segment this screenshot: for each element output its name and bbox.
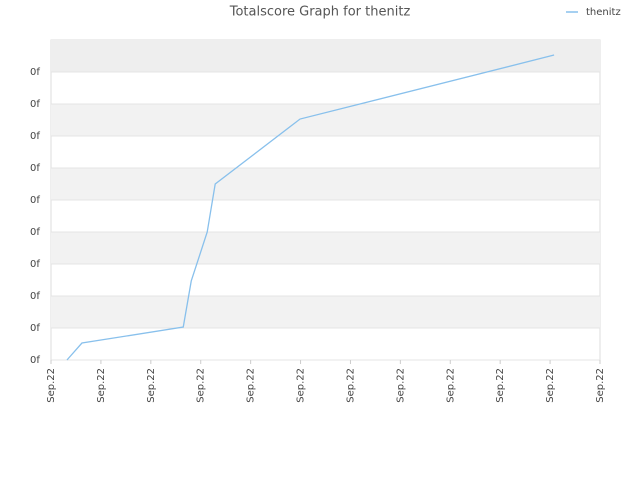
y-tick-label: 0f — [30, 195, 40, 206]
x-tick-label: Sep.22 — [345, 368, 356, 403]
y-tick-label: 0f — [30, 259, 40, 270]
x-tick-label: Sep.22 — [296, 368, 307, 403]
x-tick-label: Sep.22 — [96, 368, 107, 403]
x-tick-label: Sep.22 — [595, 368, 606, 403]
y-tick-label: 0f — [30, 355, 40, 366]
series-line — [66, 54, 555, 361]
legend-label: thenitz — [586, 7, 621, 18]
x-tick-label: Sep.22 — [445, 368, 456, 403]
y-tick-label: 0f — [30, 131, 40, 142]
x-tick-label: Sep.22 — [545, 368, 556, 403]
y-tick-label: 0f — [30, 323, 40, 334]
grid-band — [51, 104, 600, 136]
chart-title: Totalscore Graph for thenitz — [229, 5, 411, 20]
y-tick-label: 0f — [30, 99, 40, 110]
y-tick-label: 0f — [30, 291, 40, 302]
y-tick-label: 0f — [30, 163, 40, 174]
x-tick-label: Sep.22 — [395, 368, 406, 403]
grid-band — [51, 168, 600, 200]
grid-band — [51, 232, 600, 264]
y-tick-label: 0f — [30, 227, 40, 238]
grid-band — [51, 40, 600, 72]
y-tick-label: 0f — [30, 67, 40, 78]
x-tick-label: Sep.22 — [146, 368, 157, 403]
grid-band — [51, 296, 600, 328]
x-tick-label: Sep.22 — [495, 368, 506, 403]
x-tick-label: Sep.22 — [246, 368, 257, 403]
x-tick-label: Sep.22 — [196, 368, 207, 403]
x-tick-label: Sep.22 — [46, 368, 57, 403]
